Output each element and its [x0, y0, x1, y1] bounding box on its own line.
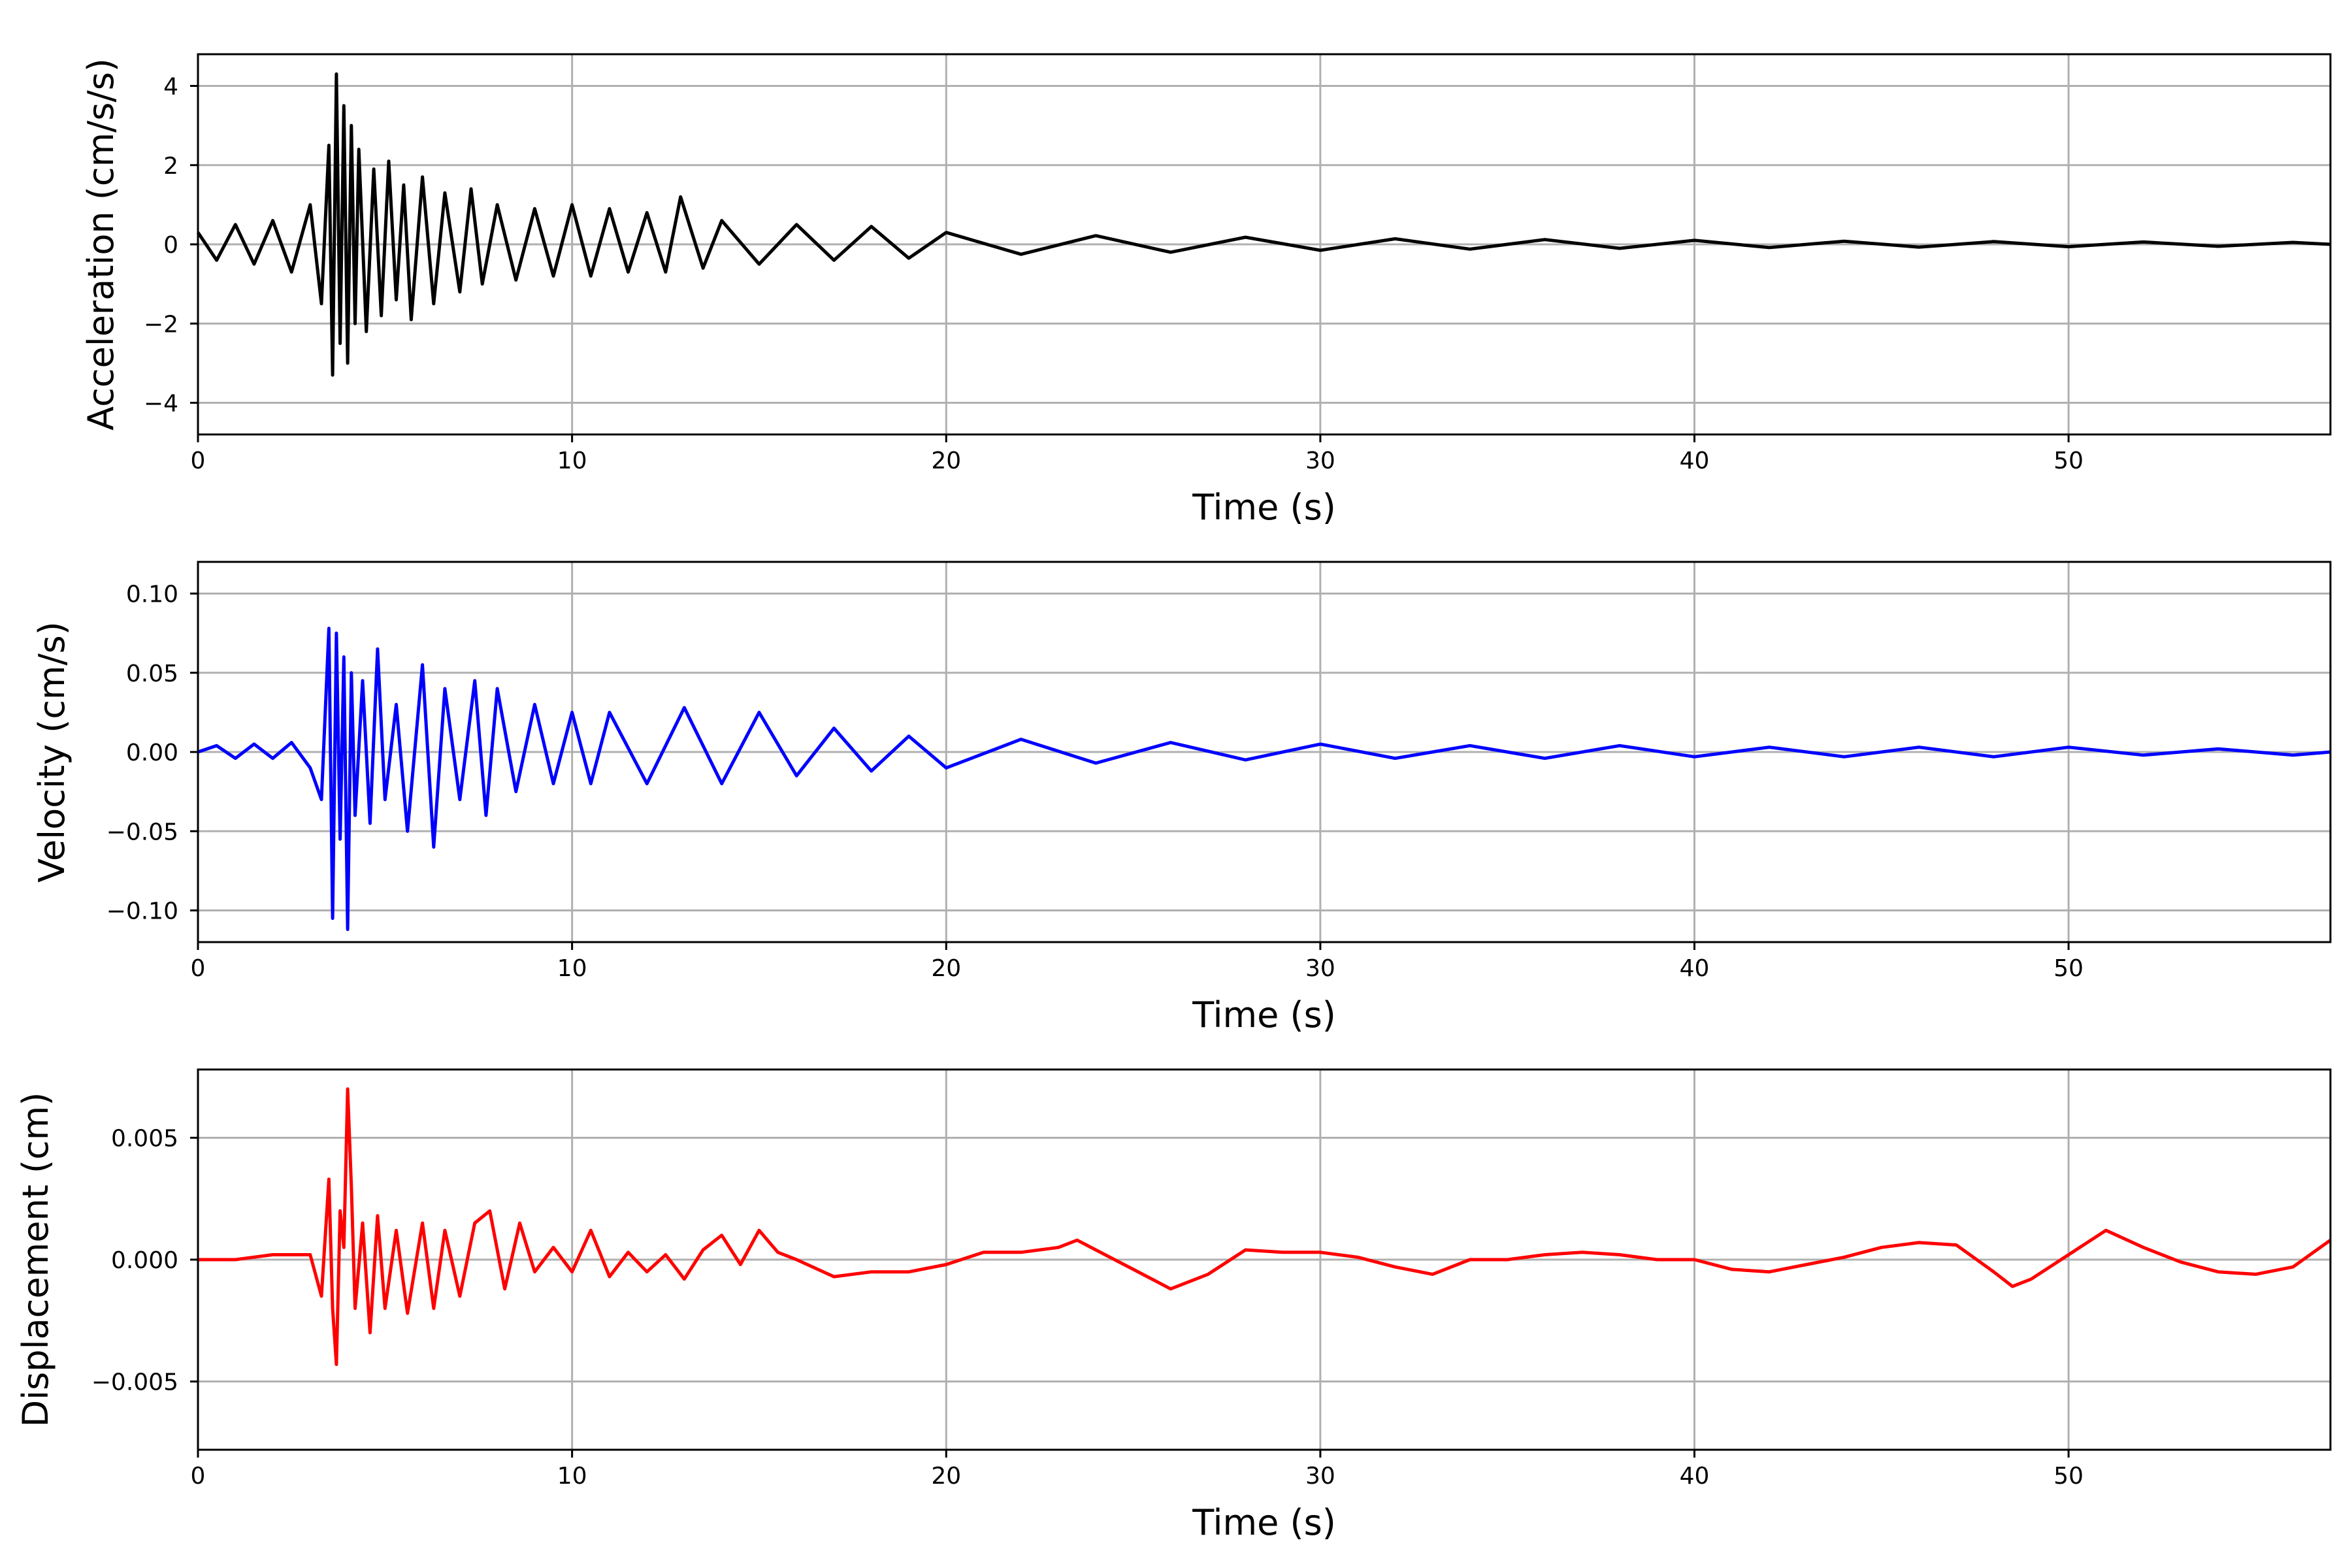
y-tick-label: 2: [163, 153, 178, 180]
y-tick-label: −0.05: [106, 819, 178, 845]
x-tick-label: 30: [1305, 448, 1335, 474]
y-tick-label: 0.005: [111, 1125, 178, 1152]
x-axis-label: Time (s): [1192, 994, 1336, 1036]
x-tick-label: 10: [557, 955, 587, 982]
chart-panel-velocity: 0 10 20 30 40 50 −0.10 −0.05 0.00 0.05 0.10 Time (s…: [31, 561, 2332, 1036]
series-line-velocity: [197, 627, 2331, 932]
y-tick-label: 0.00: [126, 740, 178, 766]
series-line-displacement: [198, 1087, 2332, 1366]
y-tick-label: −0.10: [106, 898, 178, 925]
x-axis-label: Time (s): [1192, 487, 1336, 528]
x-tick-label: 0: [191, 448, 206, 474]
y-tick-label: 0.05: [126, 661, 178, 687]
series-line-acceleration: [196, 72, 2331, 377]
x-tick-label: 0: [191, 1463, 206, 1490]
x-tick-label: 0: [191, 955, 206, 982]
x-axis-label: Time (s): [1192, 1502, 1336, 1543]
x-tick-label: 10: [557, 1463, 587, 1490]
x-tick-label: 30: [1305, 955, 1335, 982]
x-tick-label: 50: [2053, 955, 2083, 982]
x-tick-label: 50: [2053, 448, 2083, 474]
x-tick-label: 30: [1305, 1463, 1335, 1490]
y-tick-label: 0.10: [126, 581, 178, 608]
y-tick-label: 4: [163, 74, 178, 101]
y-tick-label: 0.000: [111, 1247, 178, 1274]
chart-panel-acceleration: 0 10 20 30 40 50 −4 −2 0 2 4 Time (s) Acceleration (…: [80, 53, 2332, 528]
x-tick-label: 10: [557, 448, 587, 474]
x-tick-label: 40: [1680, 955, 1710, 982]
y-axis-label: Acceleration (cm/s/s): [80, 58, 122, 431]
x-tick-label: 40: [1680, 1463, 1710, 1490]
y-tick-label: −4: [144, 391, 178, 417]
x-tick-label: 40: [1680, 448, 1710, 474]
y-axis-label: Velocity (cm/s): [31, 621, 73, 883]
y-axis-label: Displacement (cm): [15, 1092, 56, 1428]
x-tick-label: 20: [931, 448, 961, 474]
y-tick-label: 0: [163, 232, 178, 259]
y-tick-label: −2: [144, 311, 178, 338]
x-tick-label: 20: [931, 955, 961, 982]
chart-panel-displacement: 0 10 20 30 40 50 −0.005 0.000 0.005 Time (s) Displ…: [15, 1068, 2332, 1543]
x-tick-label: 20: [931, 1463, 961, 1490]
x-tick-label: 50: [2053, 1463, 2083, 1490]
y-tick-label: −0.005: [91, 1369, 178, 1396]
